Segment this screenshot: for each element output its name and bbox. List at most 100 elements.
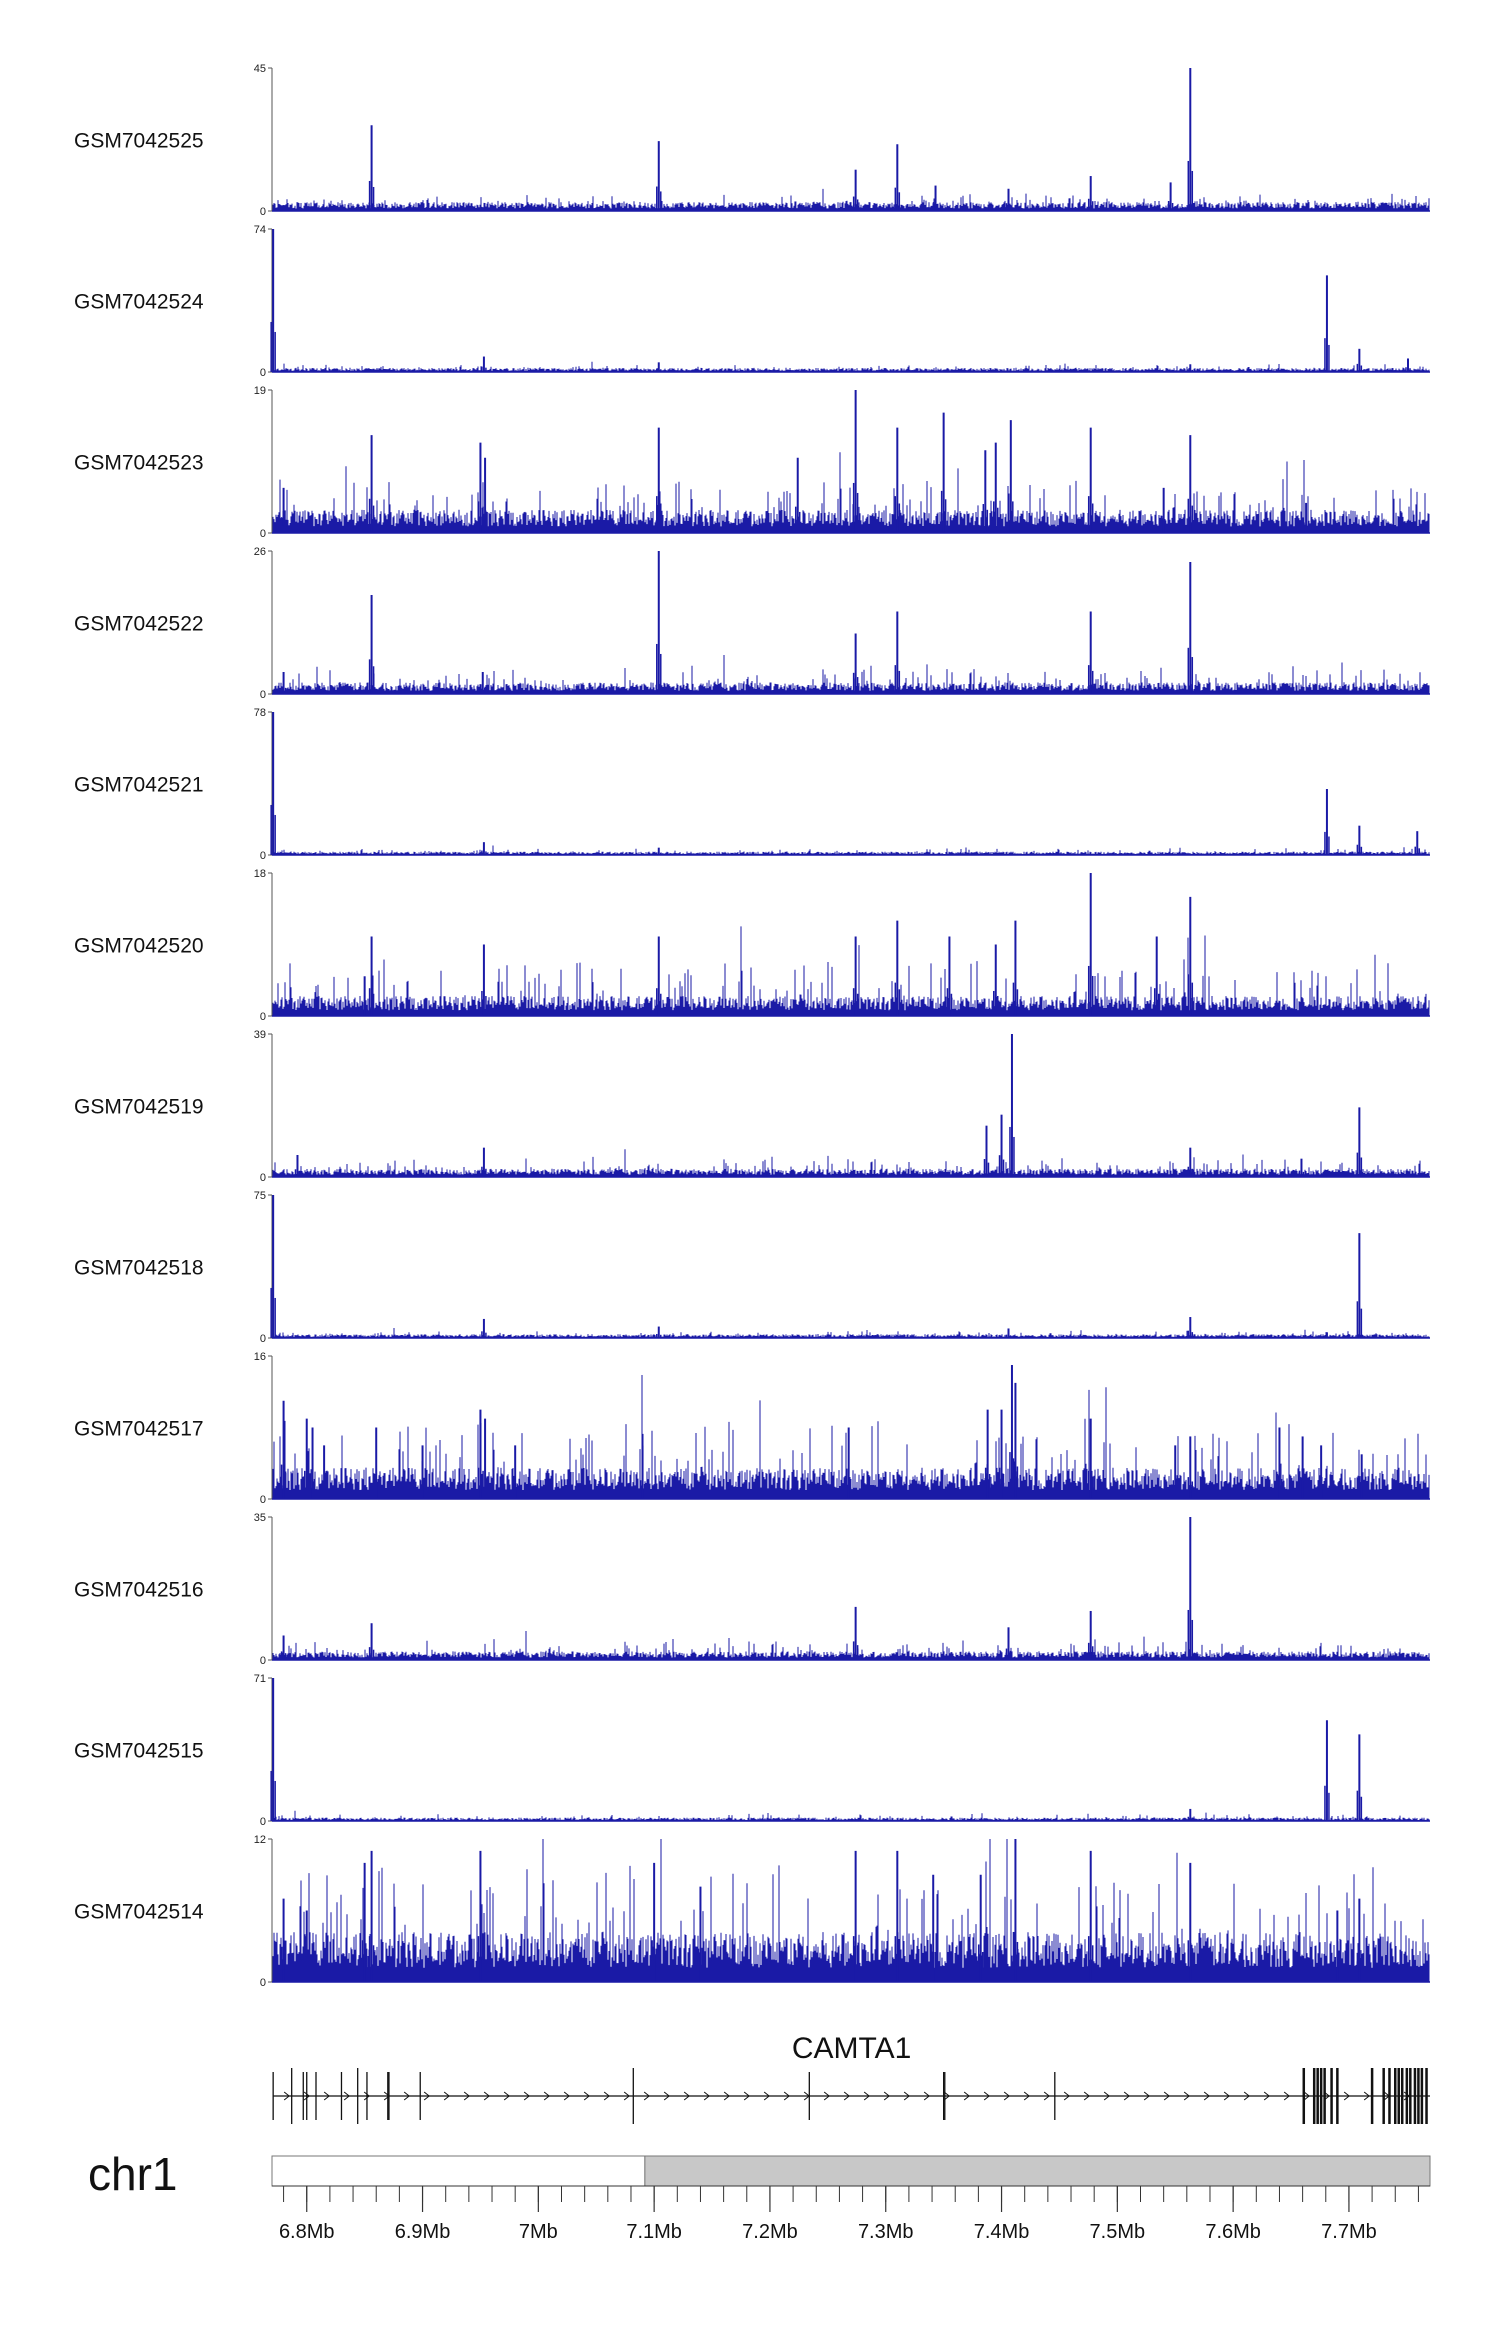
x-axis-tick-label: 7Mb [519,2221,558,2243]
coverage-signal [272,845,1430,855]
strand-arrow [1023,2091,1030,2101]
track-label: GSM7042514 [74,1901,204,1924]
peak-bar [656,551,662,694]
peak-bar [512,1445,518,1499]
ideogram-band-light [271,2155,646,2187]
peak-bar [930,1874,936,1982]
peak-bar [993,442,999,533]
peak-bar [940,412,947,533]
y-axis-min-label: 0 [260,367,266,379]
peak-bar [894,1850,901,1982]
chromosome-label: chr1 [88,2148,177,2200]
coverage-signal [272,1810,1430,1821]
peak-bar [983,1125,990,1177]
strand-arrow [703,2091,710,2101]
track-GSM7042517: GSM7042517 16 0 [74,1351,1430,1506]
chromosome-ideogram-track: chr1 [88,2148,1431,2200]
strand-arrow [1003,2091,1010,2101]
peak-bar [1005,1328,1012,1338]
peak-bar [932,185,939,211]
peak-bar [481,1147,487,1177]
strand-arrow [1203,2091,1210,2101]
strand-arrow [1343,2091,1350,2101]
strand-arrow [423,2091,430,2101]
track-GSM7042523: GSM7042523 19 0 [74,385,1430,540]
strand-arrow [903,2091,910,2101]
peak-bar [1087,1610,1094,1660]
peak-bar [1172,1445,1178,1499]
strand-arrow [1083,2091,1090,2101]
peak-bar [998,1114,1005,1177]
peak-bar [1008,420,1014,533]
y-axis-min-label: 0 [260,1333,266,1345]
peak-bar [1356,1734,1363,1821]
y-axis-min-label: 0 [260,1816,266,1828]
track-GSM7042522: GSM7042522 26 0 [74,546,1430,701]
y-axis-max-label: 18 [254,868,266,880]
y-axis-max-label: 12 [254,1834,266,1846]
strand-arrow [963,2091,970,2101]
y-axis-max-label: 35 [254,1512,266,1524]
peak-bar [651,1862,657,1982]
y-axis-min-label: 0 [260,1977,266,1989]
peak-bar [984,1409,991,1499]
peak-bar [1324,789,1330,855]
peak-bar [852,936,859,1016]
coverage-signal [272,655,1430,694]
strand-arrow [843,2091,850,2101]
x-axis-tick-label: 7.1Mb [626,2221,682,2243]
peak-bar [1160,487,1167,533]
y-axis-min-label: 0 [260,528,266,540]
peak-bar [1087,611,1094,694]
peak-bar [1187,1862,1194,1982]
track-label: GSM7042523 [74,452,204,475]
peak-bar [368,435,375,533]
strand-arrow [363,2091,370,2101]
strand-arrow [1043,2091,1050,2101]
peak-bar [280,1400,287,1499]
peak-bar [1187,1436,1194,1499]
genomic-position-axis: 6.8Mb 6.9Mb 7Mb 7.1Mb 7.2Mb 7.3Mb 7.4Mb 7.5Mb 7.… [272,2185,1430,2243]
peak-bar [477,442,484,533]
strand-arrow [583,2091,590,2101]
peak-bar [1356,1898,1363,1982]
track-GSM7042514: GSM7042514 12 0 [74,1834,1430,1989]
coverage-signal [272,452,1430,533]
strand-arrow [503,2091,510,2101]
x-axis-tick-label: 7.7Mb [1321,2221,1377,2243]
peak-bar [977,1874,984,1982]
peak-bar [1087,1418,1094,1499]
x-axis-tick-label: 7.6Mb [1205,2221,1261,2243]
peak-bar [852,1606,859,1660]
peak-bar [303,1418,310,1499]
y-axis-max-label: 75 [254,1190,266,1202]
track-label: GSM7042520 [74,935,204,958]
peak-bar [1087,427,1094,533]
y-axis-max-label: 74 [254,224,266,236]
peak-bar [480,672,486,694]
peak-bar [1187,1517,1194,1660]
strand-arrow [683,2091,690,2101]
peak-bar [481,842,487,855]
strand-arrow [1123,2091,1130,2101]
peak-bar [1167,182,1174,211]
track-label: GSM7042521 [74,774,204,797]
peak-bar [1358,1454,1365,1499]
peak-bar [894,611,901,694]
strand-arrow [1103,2091,1110,2101]
strand-arrow [483,2091,490,2101]
ideogram-band-dark [644,2155,1431,2187]
peak-bar [852,390,859,533]
peak-bar [1356,1233,1363,1338]
y-axis-min-label: 0 [260,1494,266,1506]
track-GSM7042520: GSM7042520 18 0 [74,868,1430,1023]
peak-bar [270,1678,276,1821]
y-axis-min-label: 0 [260,1172,266,1184]
peak-bar [656,427,662,533]
track-GSM7042515: GSM7042515 71 0 [74,1673,1430,1828]
peak-bar [656,362,662,372]
strand-arrow [543,2091,550,2101]
strand-arrow [1283,2091,1290,2101]
y-axis-max-label: 16 [254,1351,266,1363]
gene-name-label: CAMTA1 [792,2032,911,2065]
